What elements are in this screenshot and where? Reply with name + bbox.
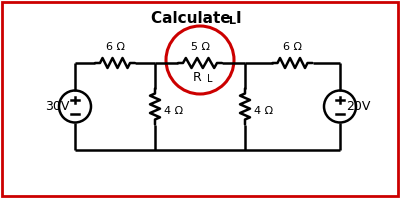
Text: Calculate I: Calculate I: [151, 10, 241, 26]
Text: 5 Ω: 5 Ω: [190, 42, 210, 52]
Text: 30V: 30V: [45, 100, 69, 113]
Text: 6 Ω: 6 Ω: [283, 42, 302, 52]
Text: R: R: [192, 71, 201, 84]
Text: 20V: 20V: [346, 100, 370, 113]
Text: L: L: [207, 74, 212, 84]
Text: 6 Ω: 6 Ω: [106, 42, 124, 52]
Text: L: L: [228, 16, 236, 26]
Text: 4 Ω: 4 Ω: [164, 106, 183, 115]
Text: 4 Ω: 4 Ω: [254, 106, 273, 115]
